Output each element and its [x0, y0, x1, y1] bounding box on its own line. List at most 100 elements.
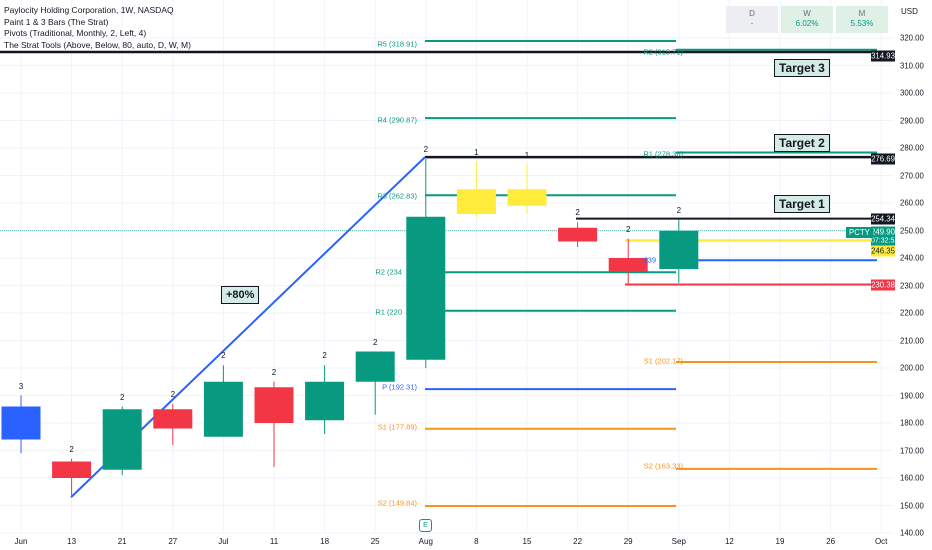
last-price-tag: 249.90 — [871, 226, 895, 238]
candle-body — [1, 406, 41, 440]
strat-count-label: 2 — [271, 367, 277, 377]
candle — [153, 403, 193, 445]
strat-count-label: 2 — [221, 351, 226, 361]
x-tick-label: 8 — [474, 537, 479, 546]
target-3-label[interactable]: Target 3 — [774, 59, 830, 77]
x-tick-label: 27 — [168, 537, 178, 546]
candle-body — [102, 409, 142, 470]
x-tick-label: 26 — [826, 537, 836, 546]
x-tick-label: Sep — [671, 537, 686, 546]
monthly-s2-label: S2 (163.33) — [643, 461, 683, 471]
strat-count-label: 2 — [625, 224, 631, 234]
y-tick-label: 250.00 — [900, 226, 924, 235]
target-1-label[interactable]: Target 1 — [774, 195, 830, 213]
perf-day: D - — [726, 6, 778, 33]
x-tick-label: Jun — [14, 537, 28, 546]
y-tick-label: 150.00 — [900, 501, 924, 510]
y-tick-label: 170.00 — [900, 446, 924, 455]
y-tick-label: 240.00 — [900, 253, 924, 263]
candle-body — [659, 230, 699, 269]
candle-body — [558, 227, 598, 242]
y-tick-label: 140.00 — [900, 528, 924, 538]
y-tick-label: 310.00 — [900, 61, 924, 70]
candle — [507, 164, 547, 214]
candle-body — [355, 351, 395, 382]
monthly-p-label: 239 — [643, 255, 656, 265]
x-tick-label: 11 — [269, 537, 279, 546]
y-tick-label: 230.00 — [900, 281, 924, 290]
strat-count-label: 2 — [170, 389, 176, 399]
monthly-s1-label: S1 (202.17) — [643, 356, 683, 366]
performance-table: D - W 6.02% M 5.53% — [726, 6, 891, 33]
x-tick-label: 29 — [623, 537, 633, 546]
y-tick-label: 270.00 — [900, 171, 924, 180]
candle — [608, 238, 648, 286]
y-tick-label: 160.00 — [900, 473, 924, 483]
strat-count-label: 2 — [575, 208, 580, 218]
candle-body — [254, 387, 294, 423]
strat-count-label: 1 — [524, 150, 530, 160]
gain-annotation[interactable]: +80% — [221, 286, 260, 304]
x-tick-label: 25 — [370, 537, 380, 546]
strat-count-label: 2 — [69, 444, 74, 454]
pivot-r1-label: R1 (220 — [375, 307, 402, 317]
y-tick-label: 290.00 — [900, 116, 924, 125]
target-3-price-tag: 314.93 — [871, 50, 895, 62]
pivot-p-label: P (192.31) — [382, 382, 417, 392]
candle-body — [507, 189, 547, 206]
symbol-tag[interactable]: PCTY — [846, 227, 873, 238]
y-tick-label: 220.00 — [900, 308, 924, 318]
strat-count-label: 2 — [322, 351, 327, 361]
y-tick-label: 180.00 — [900, 418, 924, 428]
chart-legend: Paylocity Holding Corporation, 1W, NASDA… — [4, 5, 191, 51]
perf-week-value: 6.02% — [795, 19, 819, 28]
pivot-r2-label: R2 (234 — [375, 267, 402, 277]
pivot-r5-label: R5 (318.91) — [377, 39, 417, 49]
x-tick-label: 12 — [724, 537, 734, 546]
red-level-tag: 230.38 — [871, 279, 895, 291]
pivot-r3-label: R3 (262.83) — [377, 191, 417, 201]
candle-body — [153, 409, 193, 429]
strat-count-label: 3 — [18, 381, 24, 391]
target-1-price-tag: 254.34 — [871, 213, 895, 225]
perf-week-label: W — [803, 9, 811, 18]
indicator-pivots[interactable]: Pivots (Traditional, Monthly, 2, Left, 4… — [4, 28, 147, 38]
indicator-strat-bars[interactable]: Paint 1 & 3 Bars (The Strat) — [4, 16, 109, 27]
x-tick-label: 13 — [67, 537, 77, 546]
x-tick-label: Oct — [874, 537, 888, 546]
candle — [52, 458, 92, 498]
perf-week: W 6.02% — [781, 6, 833, 33]
perf-day-value: - — [750, 19, 754, 28]
candle-body — [305, 381, 345, 421]
indicator-strat-tools[interactable]: The Strat Tools (Above, Below, 80, auto,… — [4, 39, 191, 50]
x-tick-label: 21 — [117, 537, 127, 546]
candle — [1, 395, 41, 454]
x-tick-label: 19 — [775, 537, 785, 546]
x-tick-label: Aug — [418, 537, 433, 546]
y-tick-label: 320.00 — [900, 33, 924, 43]
pivot-s1-label: S1 (177.89) — [377, 422, 417, 432]
symbol-title[interactable]: Paylocity Holding Corporation, 1W, NASDA… — [4, 5, 174, 15]
candle — [659, 219, 699, 283]
candle — [305, 365, 345, 434]
y-tick-label: 190.00 — [900, 391, 924, 400]
candle-body — [52, 461, 92, 478]
candle — [456, 161, 496, 217]
candle-body — [456, 189, 496, 214]
perf-day-label: D — [749, 9, 755, 18]
perf-month: M 5.53% — [836, 6, 888, 33]
candle — [355, 351, 395, 415]
pivot-r4-label: R4 (290.87) — [377, 115, 417, 125]
earnings-marker[interactable]: E — [419, 519, 432, 532]
candle-body — [608, 258, 648, 272]
x-tick-label: Jul — [218, 537, 229, 546]
target-2-price-tag: 276.69 — [871, 153, 895, 165]
candle — [203, 365, 243, 437]
currency-label[interactable]: USD — [901, 7, 918, 16]
yellow-level-tag: 246.35 — [871, 245, 895, 257]
y-tick-label: 200.00 — [900, 363, 924, 373]
candle — [406, 159, 446, 368]
target-2-label[interactable]: Target 2 — [774, 134, 830, 152]
candle — [558, 222, 598, 247]
